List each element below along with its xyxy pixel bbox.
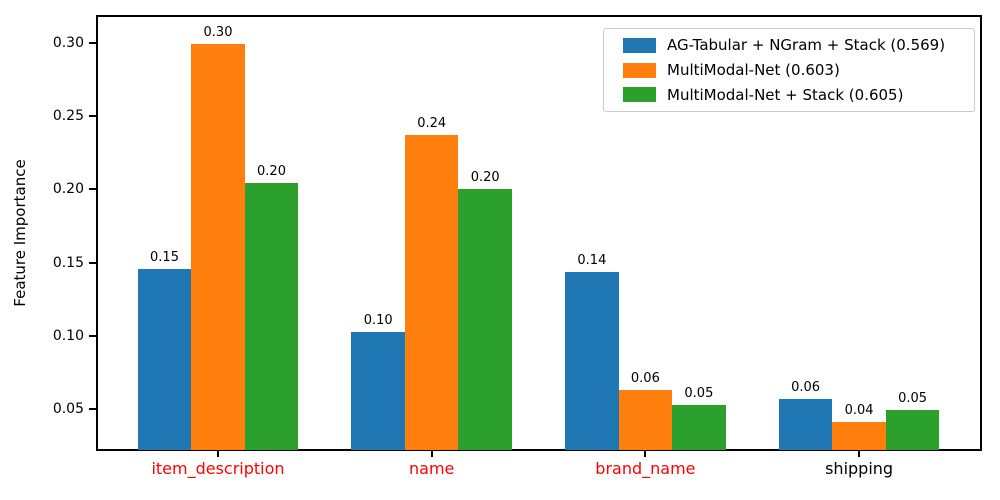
legend-label: MultiModal-Net + Stack (0.605) <box>667 85 904 104</box>
y-tick-mark <box>89 42 96 45</box>
y-tick-label: 0.20 <box>52 181 84 198</box>
bar <box>137 269 192 450</box>
x-tick-mark <box>858 451 861 457</box>
bar-value-label: 0.24 <box>417 115 447 131</box>
bar-value-label: 0.20 <box>470 170 500 186</box>
x-tick-label: item_description <box>151 459 285 478</box>
legend-item: MultiModal-Net (0.603) <box>623 58 964 83</box>
y-tick-label: 0.10 <box>52 327 84 344</box>
x-tick-mark <box>217 451 219 457</box>
y-tick-mark <box>89 407 96 410</box>
bar <box>778 399 833 450</box>
legend-item: MultiModal-Net + Stack (0.605) <box>623 82 964 107</box>
legend-swatch <box>623 87 656 103</box>
y-tick-label: 0.05 <box>52 400 84 417</box>
y-tick-mark <box>89 261 96 264</box>
bar <box>404 134 459 450</box>
y-tick-mark <box>89 334 96 337</box>
y-tick-mark <box>89 115 96 118</box>
legend-swatch <box>623 62 656 78</box>
legend: AG-Tabular + NGram + Stack (0.569) MultiM… <box>603 28 975 112</box>
bar-value-label: 0.05 <box>898 391 928 407</box>
bar-value-label: 0.04 <box>844 402 874 418</box>
y-tick-label: 0.15 <box>52 254 84 271</box>
bar-value-label: 0.06 <box>791 380 821 396</box>
bar-value-label: 0.14 <box>577 253 607 268</box>
bar-value-label: 0.10 <box>363 312 393 328</box>
y-tick-label: 0.25 <box>52 108 84 125</box>
bar <box>458 189 512 450</box>
bar <box>351 331 405 450</box>
legend-swatch <box>623 37 656 53</box>
bar-value-label: 0.15 <box>150 250 179 266</box>
x-tick-label: name <box>409 459 455 478</box>
x-tick-mark <box>644 451 647 457</box>
bar <box>191 44 245 450</box>
bar <box>565 272 619 450</box>
bar-value-label: 0.06 <box>630 370 660 386</box>
legend-label: MultiModal-Net (0.603) <box>667 61 840 79</box>
bar <box>618 389 673 450</box>
x-tick-label: brand_name <box>595 459 696 478</box>
bar <box>832 421 886 450</box>
bar <box>885 410 940 450</box>
bar <box>244 182 299 450</box>
bar-value-label: 0.05 <box>684 385 714 401</box>
legend-item: AG-Tabular + NGram + Stack (0.569) <box>623 33 964 58</box>
x-tick-label: shipping <box>825 459 894 478</box>
bar <box>672 404 726 450</box>
y-tick-mark <box>89 188 96 191</box>
bar-value-label: 0.30 <box>203 25 233 41</box>
bar-value-label: 0.20 <box>257 163 286 179</box>
legend-label: AG-Tabular + NGram + Stack (0.569) <box>667 36 946 55</box>
x-tick-mark <box>430 451 433 457</box>
y-tick-label: 0.30 <box>52 35 84 52</box>
